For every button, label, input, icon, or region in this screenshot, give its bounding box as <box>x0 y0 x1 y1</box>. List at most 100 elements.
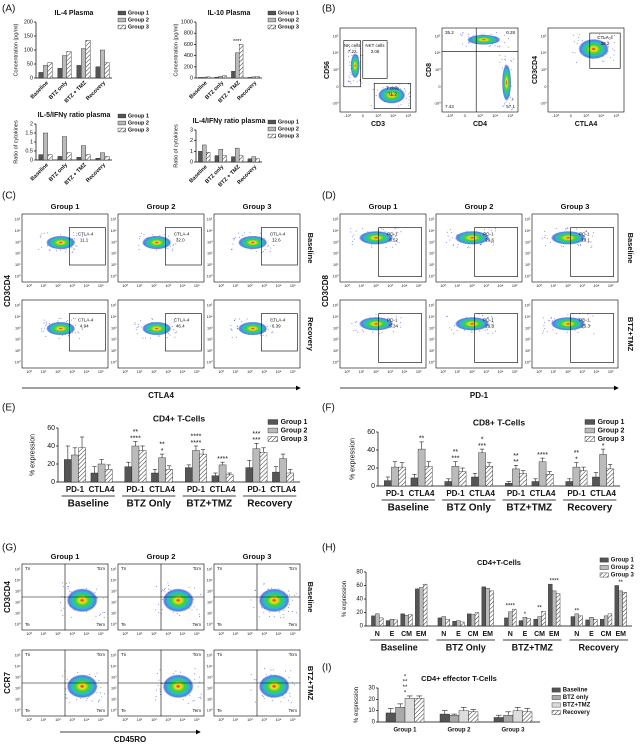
event-dot <box>238 236 240 238</box>
flow-tick-label: 10⁴ <box>429 229 435 233</box>
gate-name: CTLA-4 <box>270 318 286 323</box>
y-tick-label: 20 <box>367 465 375 472</box>
bar <box>419 587 424 627</box>
density-blob <box>502 64 512 102</box>
significance-label: ** <box>133 429 139 436</box>
panel-label: (F) <box>322 403 335 414</box>
event-dot <box>246 318 248 320</box>
gate-value: 6.52 <box>389 238 398 243</box>
flow-tick-label: 10³ <box>207 240 213 244</box>
flow-tick-label: 10⁵ <box>15 654 21 658</box>
flow-y-label: CD8 <box>426 63 433 77</box>
bar <box>222 75 227 79</box>
event-dot <box>456 329 458 331</box>
flow-tick-label: 10⁰ <box>111 274 117 278</box>
event-dot <box>511 60 513 62</box>
y-tick-label: 100 <box>24 47 33 53</box>
event-dot <box>199 616 201 618</box>
event-dot <box>280 617 282 619</box>
event-dot <box>187 702 189 704</box>
event-dot <box>544 235 546 237</box>
bar <box>222 155 227 163</box>
event-dot <box>136 333 138 335</box>
flow-tick-label: 10¹ <box>429 263 435 267</box>
event-dot <box>272 233 274 235</box>
event-dot <box>501 58 503 60</box>
event-dot <box>451 329 453 331</box>
y-tick-label: 40 <box>47 443 55 450</box>
bar <box>460 621 465 627</box>
event-dot <box>480 243 482 245</box>
event-dot <box>96 672 98 674</box>
flow-tick-label: 10⁵ <box>525 218 531 222</box>
event-dot <box>504 58 506 60</box>
event-dot <box>166 336 168 338</box>
event-dot <box>604 37 606 39</box>
bar <box>76 157 82 161</box>
event-dot <box>395 315 397 317</box>
flow-tick-label: 10⁵ <box>429 218 435 222</box>
group-label: Baseline <box>68 499 110 510</box>
event-dot <box>156 673 158 675</box>
flow-tick-label: 10⁴ <box>84 284 90 288</box>
event-dot <box>250 599 252 601</box>
legend-label: Group 3 <box>611 573 635 579</box>
flow-tick-label: 10³ <box>165 632 171 636</box>
event-dot <box>613 41 615 43</box>
flow-tick-label: 10³ <box>15 676 21 680</box>
flow-tick-label: 10³ <box>111 676 117 680</box>
event-dot <box>548 319 550 321</box>
event-dot <box>546 238 548 240</box>
y-tick-label: 1.5 <box>25 130 33 136</box>
event-dot <box>408 99 410 101</box>
density-blob <box>378 86 406 104</box>
event-dot <box>272 331 274 333</box>
event-dot <box>553 318 555 320</box>
bar <box>503 715 514 723</box>
event-dot <box>74 318 76 320</box>
significance-label: *** <box>252 431 260 438</box>
gate <box>373 83 411 109</box>
event-dot <box>467 247 469 249</box>
event-dot <box>457 244 459 246</box>
gate-name: PD-1 <box>579 232 590 237</box>
legend-swatch <box>117 10 126 16</box>
bar <box>192 450 200 483</box>
flow-tick-label: 10⁰ <box>122 718 128 722</box>
bar <box>404 698 415 723</box>
density-blob <box>66 674 98 699</box>
event-dot <box>174 332 176 334</box>
significance-label: *** <box>252 437 260 444</box>
chart-title: CD4+ T-Cells <box>153 413 205 423</box>
bar <box>85 154 91 161</box>
event-dot <box>489 326 491 328</box>
event-dot <box>74 248 76 250</box>
flow-tick-label: 10² <box>55 370 61 374</box>
y-tick-label: 20 <box>368 697 375 703</box>
legend-swatch <box>117 24 126 30</box>
event-dot <box>591 245 593 247</box>
legend-swatch <box>599 572 609 578</box>
event-dot <box>172 244 174 246</box>
event-dot <box>355 321 357 323</box>
event-dot <box>611 34 613 36</box>
flow-tick-label: 0 <box>464 114 466 118</box>
event-dot <box>576 228 578 230</box>
event-dot <box>260 232 262 234</box>
density-blob <box>142 235 172 250</box>
event-dot <box>351 236 353 238</box>
y-axis-label: Ratio of cytokines <box>174 124 180 168</box>
flow-tick-label: 10⁰ <box>26 370 32 374</box>
group-label: BTZ Only <box>447 503 492 514</box>
event-dot <box>377 229 379 231</box>
event-dot <box>375 95 377 97</box>
bar <box>489 590 494 627</box>
event-dot <box>351 240 353 242</box>
y-tick-label: 0 <box>190 159 193 165</box>
y-tick-label: 0.5 <box>25 148 33 154</box>
bar <box>95 157 101 161</box>
y-axis-label: % expression <box>342 581 348 617</box>
event-dot <box>135 329 137 331</box>
event-dot <box>233 239 235 241</box>
gate <box>570 313 615 363</box>
